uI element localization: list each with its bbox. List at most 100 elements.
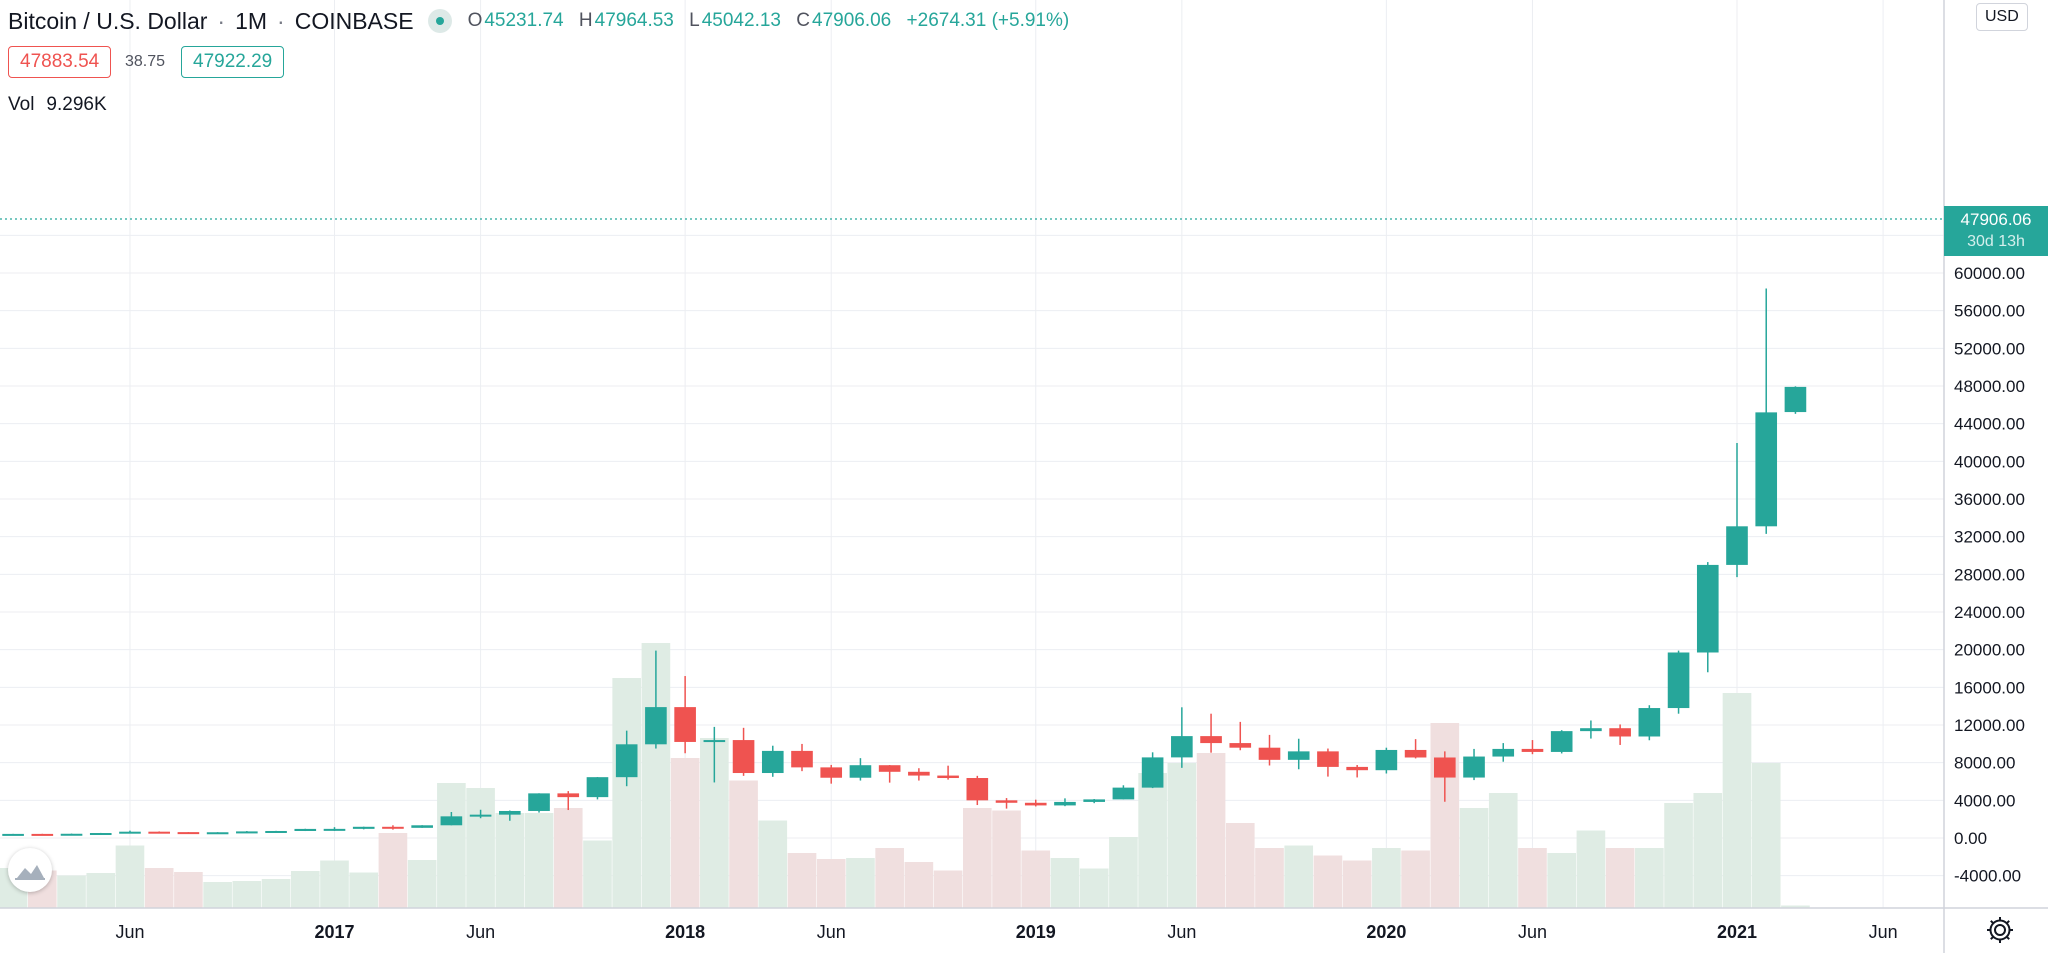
- interval[interactable]: 1M: [235, 7, 268, 34]
- volume-bar: [1284, 845, 1314, 908]
- price-tick-label: 60000.00: [1954, 264, 2025, 283]
- candle-body: [1112, 787, 1135, 800]
- candle-body: [31, 833, 54, 836]
- price-tick-label: 48000.00: [1954, 377, 2025, 396]
- time-tick-label: 2019: [1016, 922, 1056, 942]
- price-tick-label: 8000.00: [1954, 754, 2015, 773]
- volume-bar: [816, 859, 846, 908]
- volume-bar: [466, 788, 495, 908]
- candle-body: [1755, 412, 1778, 527]
- volume-bar: [1050, 858, 1080, 908]
- time-tick-label: 2017: [314, 922, 354, 942]
- volume-bar: [1781, 905, 1810, 908]
- candle-body: [119, 831, 141, 834]
- time-axis-labels: Jun 2017 Jun 2018 Jun 2019 Jun 2020 Jun 2021 Jun: [115, 922, 1897, 942]
- volume-bar: [232, 881, 262, 908]
- volume-bar: [933, 870, 963, 908]
- volume-bar: [553, 808, 583, 908]
- volume-bar: [787, 853, 817, 908]
- volume-bar: [524, 813, 554, 908]
- price-tick-label: 20000.00: [1954, 641, 2025, 660]
- volume-bar: [583, 840, 612, 908]
- candle-body: [1229, 743, 1252, 748]
- candle-body: [1609, 728, 1631, 737]
- close-value: 47906.06: [812, 10, 892, 31]
- chart-grid: [0, 0, 1944, 908]
- candle-body: [674, 707, 696, 742]
- candle-body: [236, 831, 258, 834]
- volume-bar: [1021, 850, 1051, 908]
- candle-body: [1463, 756, 1485, 778]
- candle-body: [1434, 757, 1456, 778]
- symbol-name[interactable]: Bitcoin / U.S. Dollar: [8, 7, 208, 34]
- volume-bar: [115, 845, 145, 908]
- last-price-tag: 47906.06 30d 13h: [1944, 206, 2048, 256]
- currency-button[interactable]: USD: [1976, 3, 2028, 31]
- sell-price-button[interactable]: 47883.54: [8, 46, 112, 78]
- change-value: +2674.31 (+5.91%): [906, 10, 1070, 31]
- candle-body: [557, 793, 580, 798]
- volume-bar: [670, 758, 700, 908]
- volume-bar: [1255, 848, 1284, 908]
- volume-bar: [1547, 853, 1577, 908]
- volume-bar: [349, 872, 379, 908]
- last-price-value: 47906.06: [1960, 210, 2032, 229]
- time-tick-label: Jun: [817, 922, 846, 942]
- time-tick-label: Jun: [466, 922, 495, 942]
- volume-bar: [261, 879, 291, 908]
- volume-bar: [904, 862, 934, 908]
- candle-body: [528, 793, 550, 811]
- volume-bar: [86, 873, 116, 908]
- candle-body: [1696, 564, 1719, 653]
- time-tick-label: Jun: [1167, 922, 1196, 942]
- price-tick-label: 40000.00: [1954, 452, 2025, 471]
- time-tick-label: 2020: [1366, 922, 1406, 942]
- volume-bar: [875, 848, 904, 908]
- candlesticks: [2, 288, 1807, 836]
- volume-bar: [1079, 868, 1109, 908]
- price-tick-label: 32000.00: [1954, 528, 2025, 547]
- candle-body: [265, 830, 287, 833]
- time-tick-label: Jun: [115, 922, 144, 942]
- candle-body: [411, 825, 433, 828]
- high-value: 47964.53: [594, 10, 674, 31]
- price-axis-labels: 64000.0060000.0056000.0052000.0048000.00…: [1954, 226, 2025, 885]
- spread-value: 38.75: [125, 53, 166, 70]
- volume-bar: [1430, 723, 1460, 908]
- buy-price-button[interactable]: 47922.29: [181, 46, 285, 78]
- candle-body: [499, 810, 521, 815]
- candle-body: [294, 828, 317, 831]
- volume-bar: [1488, 793, 1518, 908]
- candle-body: [1550, 731, 1573, 752]
- volume-bar: [729, 780, 758, 908]
- candle-body: [1317, 751, 1339, 767]
- market-status-icon[interactable]: [427, 9, 452, 33]
- volume-bar: [1751, 763, 1781, 908]
- candle-body: [469, 814, 492, 817]
- price-tick-label: 52000.00: [1954, 339, 2025, 358]
- volume-bar: [1605, 848, 1635, 908]
- volume-bar: [1138, 773, 1167, 908]
- exchange: COINBASE: [294, 7, 414, 34]
- candle-body: [820, 767, 843, 778]
- volume-bar: [407, 860, 437, 908]
- candle-body: [323, 828, 346, 831]
- candle-body: [615, 744, 638, 778]
- candle-body: [761, 750, 784, 774]
- candle-body: [1258, 747, 1281, 760]
- volume-legend: Vol 9.296K: [8, 94, 107, 116]
- volume-bar: [495, 813, 525, 908]
- candle-body: [1083, 799, 1105, 802]
- volume-bar: [1722, 693, 1752, 908]
- volume-bar: [1459, 808, 1489, 908]
- candle-body: [440, 816, 463, 826]
- gear-icon[interactable]: [1983, 913, 2017, 947]
- tradingview-logo-icon[interactable]: [8, 848, 52, 892]
- volume-bar: [174, 872, 203, 908]
- candle-body: [849, 765, 872, 778]
- open-value: 45231.74: [484, 10, 564, 31]
- candle-body: [1638, 708, 1661, 737]
- volume-bar: [1664, 803, 1693, 908]
- price-tick-label: 16000.00: [1954, 678, 2025, 697]
